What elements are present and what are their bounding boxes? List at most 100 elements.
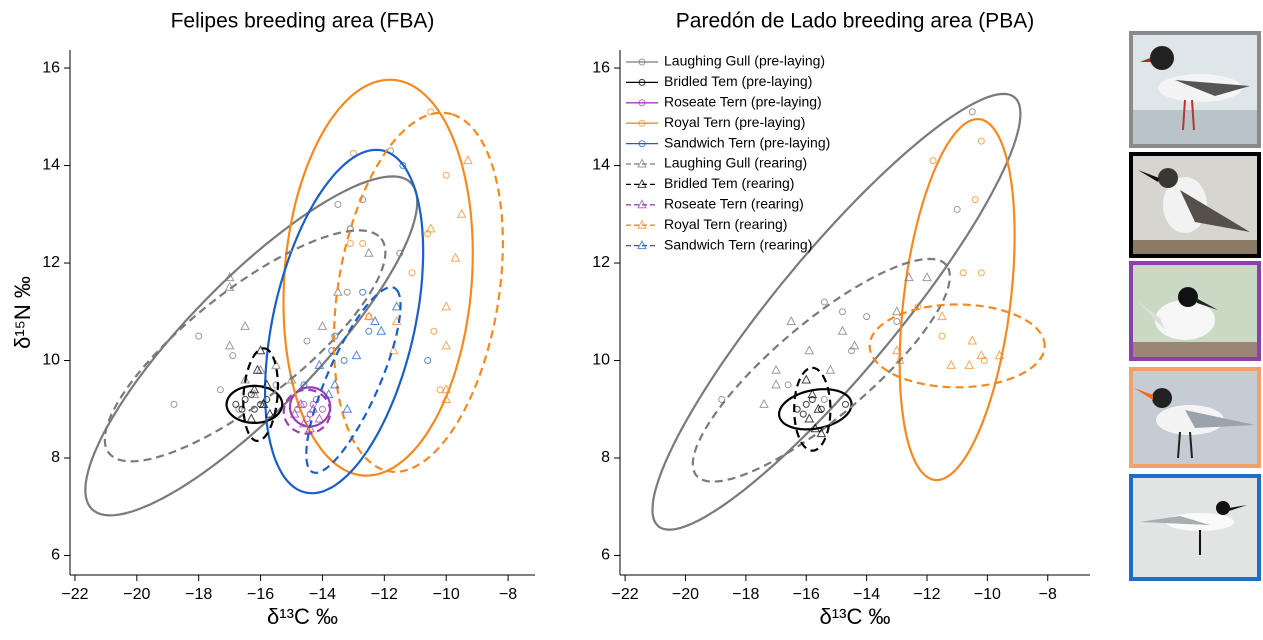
legend-marker (638, 140, 646, 148)
legend-label: Royal Tern (pre-laying) (664, 114, 805, 130)
x-axis-label: δ¹³C ‰ (267, 604, 338, 629)
point (241, 396, 249, 404)
point (359, 240, 367, 248)
y-axis-label: δ¹⁵N ‰ (10, 276, 35, 349)
point (299, 418, 309, 428)
photo-sandwich-tern (1129, 474, 1261, 581)
point (300, 381, 308, 389)
point (441, 384, 452, 394)
x-tick-label: −10 (433, 586, 460, 603)
y-tick-label: 10 (592, 352, 610, 369)
point (364, 247, 374, 257)
point (837, 325, 848, 335)
point (252, 364, 263, 374)
series (898, 117, 1016, 482)
legend-marker (638, 119, 646, 127)
point (786, 315, 796, 326)
point (399, 162, 407, 170)
point (849, 340, 860, 350)
point (364, 311, 374, 321)
point (334, 201, 342, 209)
point (893, 318, 901, 326)
point (333, 286, 343, 296)
point (804, 413, 815, 423)
legend-marker (637, 158, 647, 168)
point (820, 396, 828, 404)
point (216, 386, 224, 394)
x-tick-label: −14 (309, 586, 336, 603)
panel: Paredón de Lado breeding area (PBA) −22 −2… (592, 10, 1090, 629)
y-tick-label: 6 (51, 547, 60, 564)
x-tick-label: −22 (612, 586, 639, 603)
point (258, 398, 269, 408)
ellipse (103, 229, 387, 463)
point (441, 340, 452, 350)
point (441, 393, 452, 404)
series (305, 286, 402, 474)
point (953, 205, 961, 213)
legend-marker (637, 219, 647, 229)
series (282, 78, 474, 477)
point (229, 352, 237, 360)
y-tick-label: 6 (601, 547, 610, 564)
y-tick-label: 12 (592, 254, 610, 271)
ellipse (793, 366, 832, 452)
point (810, 423, 821, 433)
legend-label: Bridled Tem (rearing) (664, 175, 794, 191)
point (265, 408, 275, 418)
point (238, 405, 246, 413)
series (103, 229, 387, 463)
point (309, 400, 317, 408)
point (977, 137, 985, 145)
chart-title: Felipes breeding area (FBA) (171, 10, 435, 33)
photo-roseate-tern (1129, 261, 1261, 361)
point (317, 320, 328, 330)
point (759, 398, 769, 408)
point (894, 354, 905, 365)
legend-label: Bridled Tem (pre-laying) (664, 73, 812, 89)
point (359, 288, 367, 296)
ellipse (305, 286, 402, 474)
point (314, 413, 325, 423)
point (224, 340, 235, 350)
point (994, 350, 1005, 360)
point (971, 196, 979, 204)
point (271, 359, 281, 369)
point (891, 345, 902, 355)
ellipse (868, 303, 1046, 389)
legend: Laughing Gull (pre-laying) Bridled Tem (p… (626, 53, 830, 252)
point (303, 337, 311, 345)
point (430, 327, 438, 335)
point (235, 405, 243, 413)
point (771, 364, 781, 374)
point (799, 410, 807, 418)
point (408, 269, 416, 277)
x-tick-label: −14 (853, 586, 880, 603)
point (929, 157, 937, 165)
point (863, 313, 871, 321)
point (365, 327, 373, 335)
legend-label: Laughing Gull (pre-laying) (664, 53, 825, 69)
legend-label: Roseate Tern (rearing) (664, 196, 804, 212)
bird-photos (1129, 31, 1261, 581)
series (242, 345, 279, 442)
legend-marker (638, 99, 646, 107)
x-tick-label: −20 (123, 586, 150, 603)
x-tick-label: −16 (247, 586, 274, 603)
series (264, 148, 432, 495)
point (718, 396, 726, 404)
point (370, 315, 380, 326)
series (868, 303, 1046, 389)
point (427, 108, 435, 116)
photo-laughing-gull (1129, 31, 1261, 148)
point (286, 374, 297, 384)
panel: Felipes breeding area (FBA) −22 −20 −18 −16 −… (10, 10, 535, 629)
point (964, 359, 975, 369)
y-tick-label: 8 (601, 449, 610, 466)
legend-marker (637, 178, 647, 188)
point (329, 379, 340, 389)
point (841, 400, 849, 408)
photo-bridled-tern (1129, 152, 1261, 258)
point (442, 171, 450, 179)
point (816, 428, 827, 438)
